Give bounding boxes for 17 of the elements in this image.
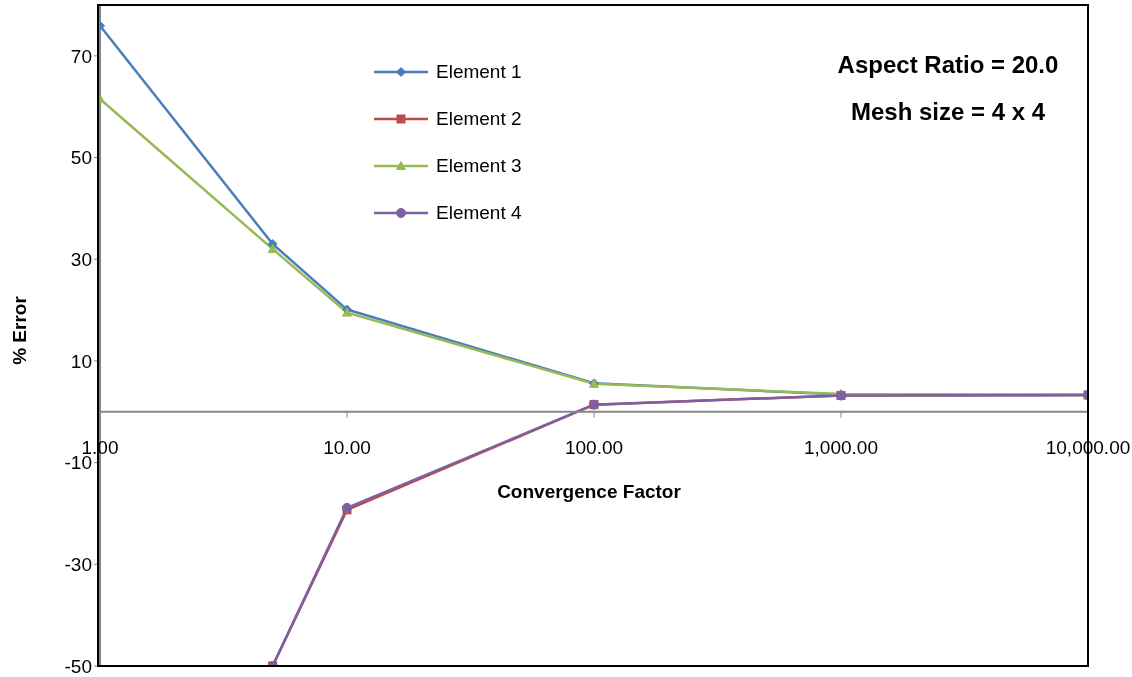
x-axis-title: Convergence Factor — [497, 480, 682, 502]
x-tick-label: 100.00 — [564, 436, 624, 458]
y-tick-label: -30 — [64, 554, 92, 576]
legend-label: Element 2 — [436, 107, 522, 130]
legend-label: Element 4 — [436, 201, 522, 224]
legend-label: Element 1 — [436, 60, 522, 83]
y-tick-label: 70 — [70, 45, 92, 67]
y-tick-label: 50 — [70, 147, 92, 169]
y-tick-label: 30 — [70, 248, 92, 270]
legend-label: Element 3 — [436, 154, 522, 177]
annotation: Mesh size = 4 x 4 — [850, 98, 1046, 125]
annotation: Aspect Ratio = 20.0 — [837, 51, 1059, 78]
y-tick-label: -50 — [64, 655, 92, 677]
x-tick-label: 10.00 — [323, 436, 371, 458]
y-axis-title: % Error — [9, 295, 30, 365]
x-tick-label: 1,000.00 — [804, 436, 878, 458]
y-tick-label: 10 — [70, 350, 92, 372]
